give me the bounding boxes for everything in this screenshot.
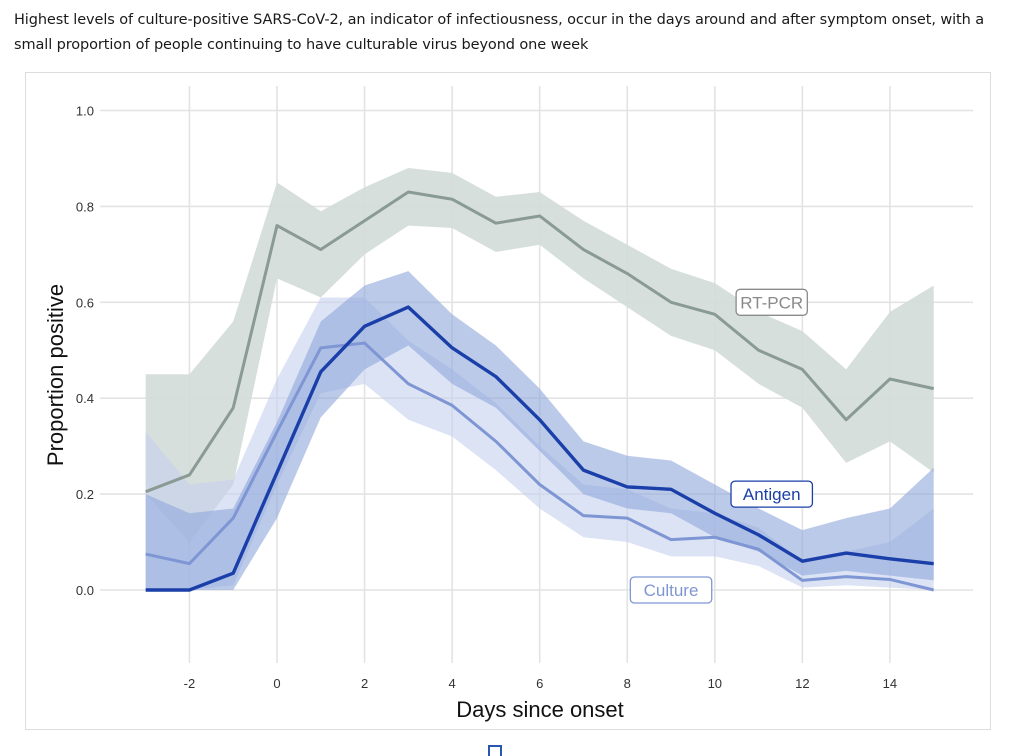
y-tick-label: 0.0 <box>76 583 94 598</box>
x-tick-label: 2 <box>361 676 368 691</box>
figure-frame <box>25 72 991 730</box>
y-tick-label: 0.4 <box>76 391 94 406</box>
y-tick-label: 0.8 <box>76 199 94 214</box>
x-tick-label: 10 <box>708 676 722 691</box>
x-tick-label: 4 <box>449 676 456 691</box>
rtpcr-confidence-band <box>145 168 934 543</box>
x-axis-label: Days since onset <box>456 697 624 722</box>
label-text: Antigen <box>743 485 801 504</box>
y-tick-labels: 0.0 0.2 0.4 0.6 0.8 1.0 <box>76 104 94 599</box>
y-tick-label: 1.0 <box>76 104 94 119</box>
x-tick-label: 6 <box>536 676 543 691</box>
rtpcr-series-label: RT-PCR <box>735 288 808 316</box>
series-lines <box>145 190 935 592</box>
x-tick-label: -2 <box>184 676 196 691</box>
label-box <box>730 480 814 508</box>
y-axis-label: Proportion positive <box>43 284 68 466</box>
x-tick-label: 14 <box>883 676 897 691</box>
figure-caption: Highest levels of culture-positive SARS-… <box>14 12 984 53</box>
label-text: Culture <box>644 581 699 600</box>
x-tick-label: 12 <box>795 676 809 691</box>
x-tick-label: 8 <box>624 676 631 691</box>
x-tick-label: 0 <box>273 676 280 691</box>
label-box <box>629 576 713 604</box>
series-labels: RT-PCR Culture Antigen <box>629 288 814 604</box>
antigen-series-label: Antigen <box>730 480 814 508</box>
expand-icon[interactable] <box>488 745 502 756</box>
y-tick-label: 0.6 <box>76 295 94 310</box>
label-box <box>735 288 808 316</box>
culture-series-label: Culture <box>629 576 713 604</box>
y-tick-label: 0.2 <box>76 487 94 502</box>
x-tick-labels: -2 0 2 4 6 8 10 12 14 <box>184 676 897 691</box>
label-text: RT-PCR <box>740 293 803 312</box>
